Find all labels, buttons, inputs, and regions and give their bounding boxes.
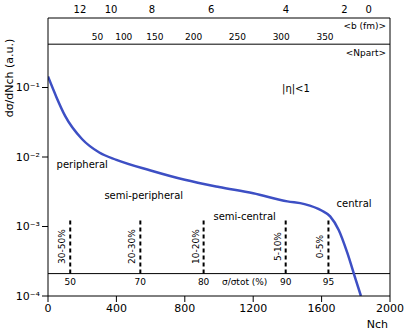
svg-text:150: 150 [146, 32, 163, 42]
svg-text:semi-central: semi-central [213, 211, 275, 222]
svg-text:2: 2 [341, 4, 347, 15]
svg-text:Nch: Nch [367, 318, 388, 330]
svg-text:80: 80 [198, 277, 210, 287]
svg-text:0: 0 [365, 4, 371, 15]
svg-text:peripheral: peripheral [57, 159, 108, 170]
svg-text:70: 70 [135, 277, 147, 287]
svg-text:10⁻³: 10⁻³ [16, 220, 40, 233]
svg-text:1600: 1600 [308, 302, 336, 315]
svg-text:0: 0 [45, 302, 52, 315]
svg-text:|η|<1: |η|<1 [282, 83, 310, 95]
svg-text:400: 400 [106, 302, 127, 315]
svg-text:10-20%: 10-20% [191, 229, 201, 264]
svg-text:350: 350 [316, 32, 333, 42]
svg-text:20-30%: 20-30% [127, 229, 137, 264]
svg-text:30-50%: 30-50% [57, 229, 67, 264]
svg-text:2000: 2000 [376, 302, 404, 315]
svg-text:10⁻¹: 10⁻¹ [16, 81, 40, 94]
svg-text:10⁻²: 10⁻² [16, 151, 40, 164]
svg-text:<Npart>: <Npart> [346, 48, 386, 58]
svg-text:σ/σtot (%): σ/σtot (%) [222, 277, 267, 287]
svg-text:100: 100 [115, 32, 132, 42]
svg-text:10⁻⁴: 10⁻⁴ [16, 290, 41, 303]
svg-text:0-5%: 0-5% [315, 234, 325, 258]
svg-text:semi-peripheral: semi-peripheral [104, 190, 183, 201]
svg-text:50: 50 [65, 277, 77, 287]
svg-text:50: 50 [92, 32, 104, 42]
svg-text:<b (fm)>: <b (fm)> [343, 21, 386, 31]
svg-text:12: 12 [74, 4, 87, 15]
svg-text:4: 4 [283, 4, 289, 15]
svg-text:8: 8 [149, 4, 155, 15]
svg-text:dσ/dNch (a.u.): dσ/dNch (a.u.) [3, 39, 16, 118]
svg-text:1200: 1200 [239, 302, 267, 315]
svg-text:5-10%: 5-10% [273, 232, 283, 261]
svg-text:95: 95 [323, 277, 334, 287]
svg-text:300: 300 [273, 32, 290, 42]
svg-text:10: 10 [105, 4, 118, 15]
svg-text:6: 6 [208, 4, 214, 15]
svg-text:800: 800 [174, 302, 195, 315]
svg-text:250: 250 [229, 32, 246, 42]
svg-text:90: 90 [280, 277, 292, 287]
svg-text:central: central [337, 198, 372, 209]
svg-text:200: 200 [185, 32, 202, 42]
